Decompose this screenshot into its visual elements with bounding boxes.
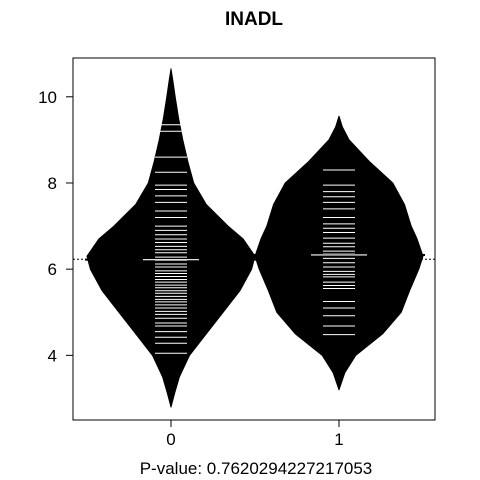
x-tick-label: 0 [166,430,175,449]
y-tick-label: 4 [48,346,57,365]
bean-1 [254,115,424,391]
x-tick-label: 1 [334,430,343,449]
y-tick-label: 8 [48,174,57,193]
plot-frame [72,57,436,421]
plot-area [73,68,435,408]
bean-0 [86,68,256,408]
y-tick-label: 10 [38,88,57,107]
x-axis-label: P-value: 0.7620294227217053 [140,459,373,478]
chart-title: INADL [225,9,283,30]
axes: 4 6 8 10 0 1 [38,57,436,449]
y-tick-label: 6 [48,260,57,279]
